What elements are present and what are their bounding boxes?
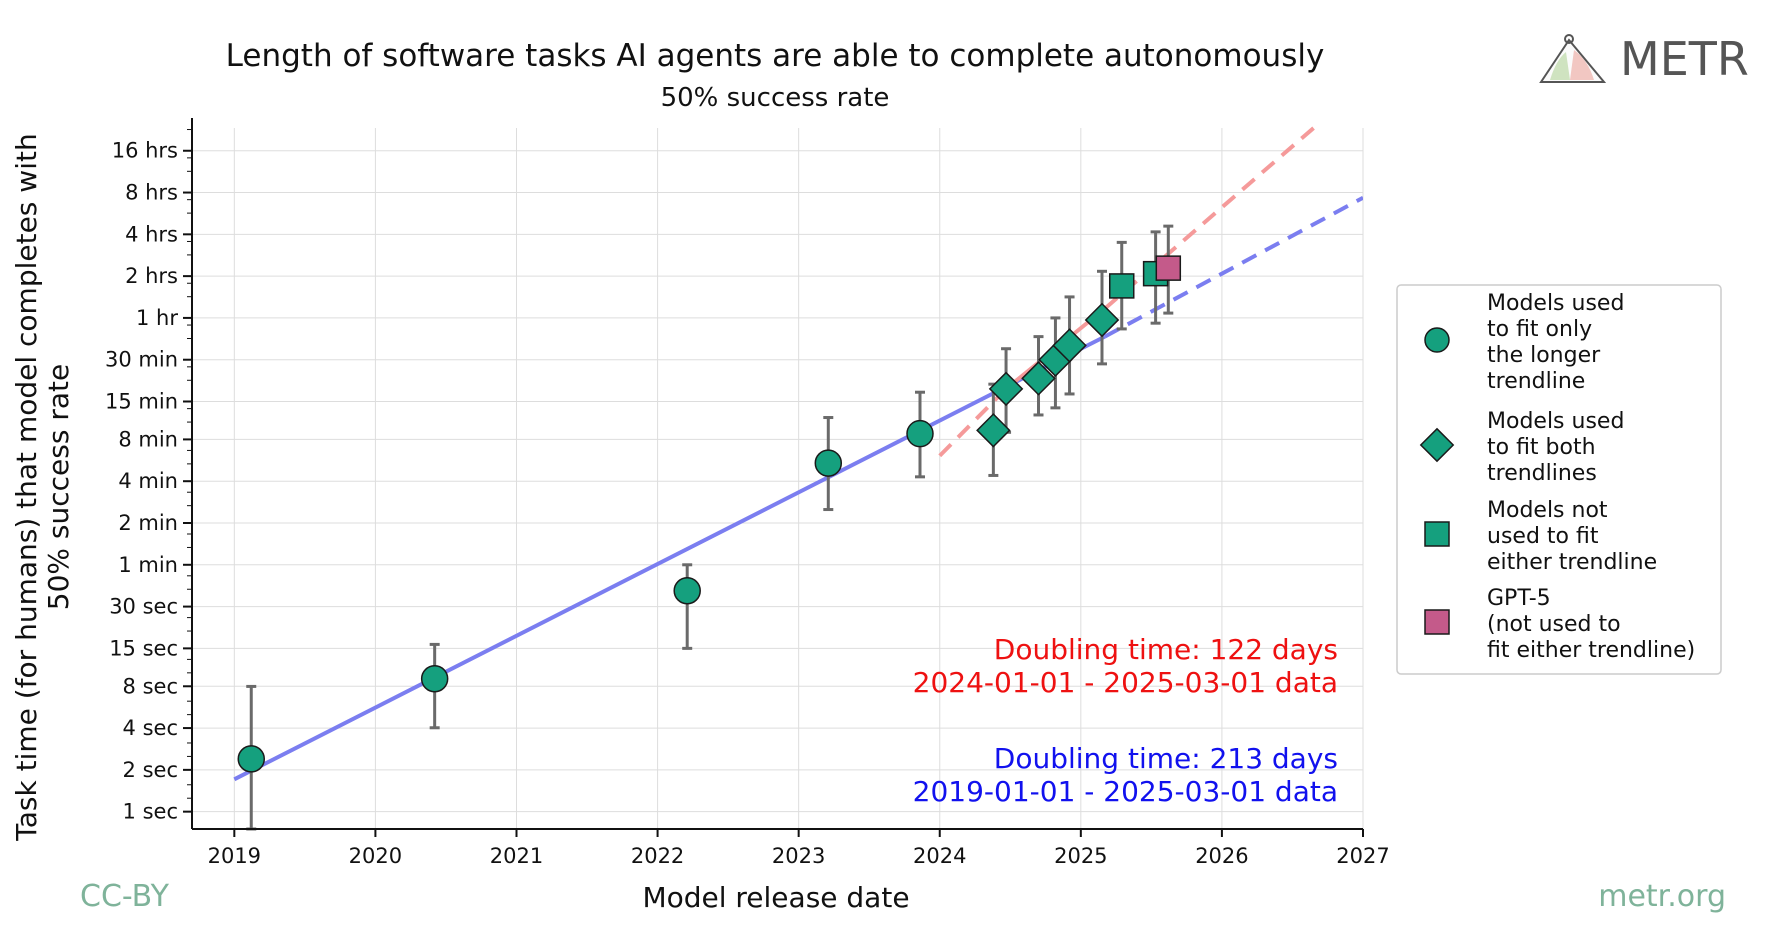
- y-tick-label: 15 sec: [109, 636, 178, 660]
- square-data-point: [1108, 273, 1135, 299]
- y-tick-label: 1 min: [118, 553, 178, 577]
- y-tick-label: 16 hrs: [112, 139, 178, 163]
- x-axis-label: Model release date: [642, 881, 909, 914]
- y-tick-label: 8 sec: [123, 674, 178, 698]
- x-tick-label: 2019: [208, 844, 261, 868]
- y-tick-label: 8 hrs: [125, 181, 178, 205]
- legend-entry-text: trendline: [1487, 369, 1585, 394]
- data-markers: [237, 255, 1182, 773]
- axes: 2019 2020 2021 2022 2023 2024 2025 2026 2027 1 se…: [105, 118, 1390, 868]
- logo-mark-icon: [1539, 34, 1607, 83]
- diamond-data-point: [976, 413, 1011, 448]
- y-tick-label: 4 min: [118, 469, 178, 493]
- legend-square-gpt5-icon: [1424, 609, 1450, 635]
- legend-entry-text: the longer: [1487, 343, 1601, 368]
- circle-data-point: [673, 577, 701, 605]
- circle-data-point: [237, 745, 266, 773]
- short-doubling-text: Doubling time: 122 days: [994, 633, 1338, 666]
- x-tick-label: 2026: [1195, 844, 1248, 868]
- license-text: CC-BY: [80, 879, 170, 914]
- circle-data-point: [814, 449, 843, 477]
- legend-entry-text: to fit both: [1487, 435, 1596, 460]
- logo-text: METR: [1620, 32, 1749, 86]
- long-range-text: 2019-01-01 - 2025-03-01 data: [913, 775, 1338, 808]
- y-tick-label: 15 min: [105, 390, 178, 414]
- chart-title: Length of software tasks AI agents are a…: [226, 38, 1325, 74]
- y-axis-label-line2: 50% success rate: [42, 364, 75, 610]
- legend-entry-text: Models not: [1487, 498, 1608, 523]
- x-tick-label: 2020: [349, 844, 402, 868]
- diamond-data-point: [988, 371, 1024, 407]
- x-tick-label: 2025: [1054, 844, 1107, 868]
- y-tick-label: 2 hrs: [125, 264, 178, 288]
- y-axis-label-line1: Task time (for humans) that model comple…: [10, 133, 43, 841]
- y-tick-label: 2 sec: [123, 758, 178, 782]
- short-trendline-dashed: [938, 387, 1008, 458]
- legend-diamond-icon: [1419, 427, 1455, 463]
- short-range-text: 2024-01-01 - 2025-03-01 data: [913, 666, 1338, 699]
- legend-entry-text: trendlines: [1487, 461, 1597, 486]
- legend-entry-text: either trendline: [1487, 550, 1657, 575]
- long-trendline-dashed: [1103, 196, 1363, 339]
- y-tick-label: 30 sec: [109, 595, 178, 619]
- y-tick-label: 1 hr: [136, 306, 178, 330]
- legend-entry-text: Models used: [1487, 409, 1624, 434]
- short-trendline-dashed: [1103, 126, 1315, 311]
- y-tick-label: 30 min: [105, 348, 178, 372]
- error-bars: [246, 224, 1174, 831]
- y-tick-label: 1 sec: [123, 800, 178, 824]
- long-doubling-text: Doubling time: 213 days: [994, 742, 1338, 775]
- legend-square-icon: [1424, 521, 1450, 547]
- y-tick-label: 4 sec: [123, 716, 178, 740]
- diamond-data-point: [1052, 328, 1087, 363]
- legend-entry-text: GPT-5: [1487, 586, 1551, 611]
- grid: [192, 128, 1364, 829]
- x-tick-label: 2022: [631, 844, 684, 868]
- chart-subtitle: 50% success rate: [661, 83, 890, 113]
- legend-box: [1396, 284, 1722, 675]
- circle-data-point: [420, 665, 449, 693]
- diamond-data-point: [1021, 361, 1056, 396]
- diamond-data-point: [1084, 302, 1120, 338]
- long-trendline-solid: [233, 334, 1106, 782]
- legend-entry-text: (not used to: [1487, 612, 1621, 637]
- y-tick-label: 2 min: [118, 511, 178, 535]
- legend-entry-text: fit either trendline): [1487, 638, 1695, 663]
- circle-data-point: [906, 419, 934, 448]
- site-text: metr.org: [1598, 879, 1726, 914]
- x-tick-label: 2021: [490, 844, 543, 868]
- y-tick-label: 4 hrs: [125, 222, 178, 246]
- legend-circle-icon: [1424, 327, 1450, 353]
- x-tick-label: 2024: [913, 844, 966, 868]
- y-tick-label: 8 min: [118, 427, 178, 451]
- metr-logo: METR: [1539, 32, 1749, 86]
- legend-entry-text: Models used: [1487, 291, 1624, 316]
- x-tick-label: 2023: [772, 844, 825, 868]
- legend-entry-text: used to fit: [1487, 524, 1599, 549]
- legend-entry-text: to fit only: [1487, 317, 1592, 342]
- square-data-point: [1155, 255, 1182, 281]
- x-tick-label: 2027: [1336, 844, 1389, 868]
